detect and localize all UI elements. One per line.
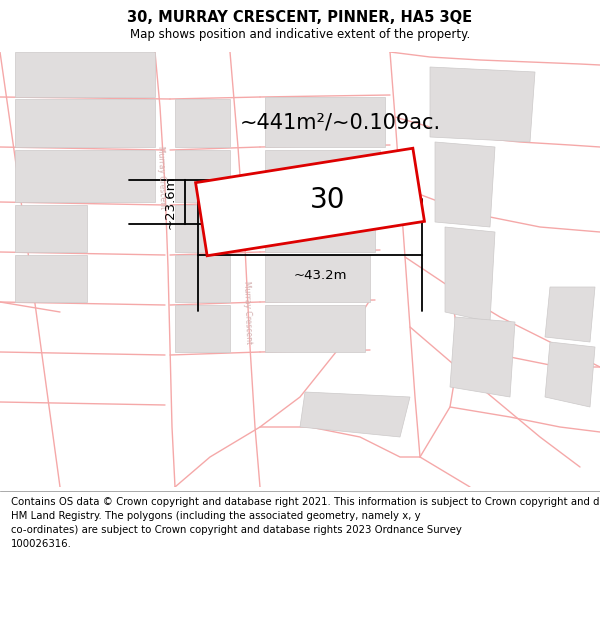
Polygon shape	[265, 97, 385, 147]
Polygon shape	[435, 142, 495, 227]
Text: ~43.2m: ~43.2m	[293, 269, 347, 282]
Polygon shape	[545, 342, 595, 407]
Text: Murray Crescent: Murray Crescent	[242, 280, 254, 344]
Polygon shape	[265, 255, 370, 302]
Polygon shape	[175, 255, 230, 302]
Text: ~441m²/~0.109ac.: ~441m²/~0.109ac.	[240, 112, 441, 132]
Polygon shape	[450, 317, 515, 397]
Polygon shape	[430, 67, 535, 142]
Polygon shape	[265, 150, 380, 202]
Polygon shape	[175, 99, 230, 147]
Text: Map shows position and indicative extent of the property.: Map shows position and indicative extent…	[130, 28, 470, 41]
Polygon shape	[175, 305, 230, 352]
Polygon shape	[445, 227, 495, 322]
Polygon shape	[175, 150, 230, 202]
Polygon shape	[196, 148, 424, 256]
Text: ~23.6m: ~23.6m	[164, 175, 177, 229]
Polygon shape	[265, 205, 375, 252]
Polygon shape	[175, 205, 230, 252]
Polygon shape	[15, 255, 87, 302]
Polygon shape	[15, 205, 87, 252]
Text: Murray Crescent: Murray Crescent	[157, 145, 167, 209]
Text: 30, MURRAY CRESCENT, PINNER, HA5 3QE: 30, MURRAY CRESCENT, PINNER, HA5 3QE	[127, 11, 473, 26]
Polygon shape	[545, 287, 595, 342]
Text: 30: 30	[310, 186, 346, 214]
Polygon shape	[15, 52, 155, 97]
Text: Contains OS data © Crown copyright and database right 2021. This information is : Contains OS data © Crown copyright and d…	[11, 497, 600, 549]
Polygon shape	[15, 150, 155, 202]
Polygon shape	[15, 99, 155, 147]
Polygon shape	[265, 305, 365, 352]
Polygon shape	[300, 392, 410, 437]
